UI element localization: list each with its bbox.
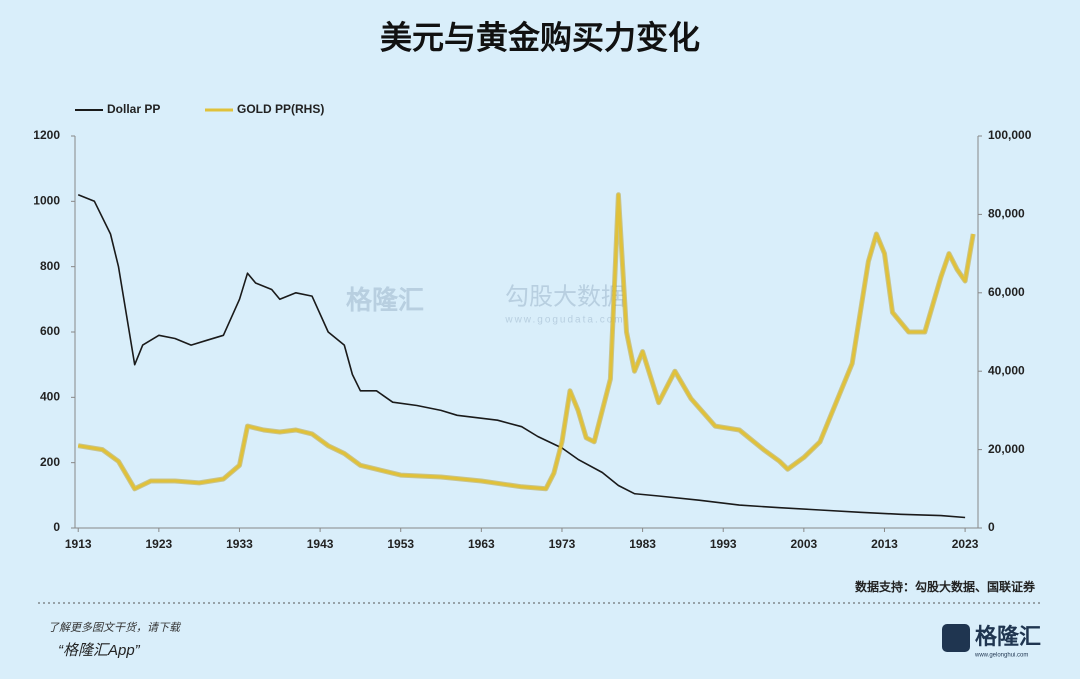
footer-text: “格隆汇App” xyxy=(58,642,141,659)
y2-tick-label: 80,000 xyxy=(988,207,1025,221)
y2-tick-label: 40,000 xyxy=(988,363,1025,377)
y-tick-label: 0 xyxy=(53,520,60,534)
x-tick-label: 1943 xyxy=(307,537,334,551)
x-tick-label: 2013 xyxy=(871,537,898,551)
y2-tick-label: 0 xyxy=(988,520,995,534)
x-tick-label: 2003 xyxy=(790,537,817,551)
y-tick-label: 800 xyxy=(40,259,60,273)
x-tick-label: 1963 xyxy=(468,537,495,551)
x-tick-label: 1923 xyxy=(145,537,172,551)
series-line xyxy=(77,194,966,519)
y-tick-label: 1200 xyxy=(33,128,60,142)
x-tick-label: 1953 xyxy=(387,537,414,551)
y-tick-label: 200 xyxy=(40,455,60,469)
chart-title: 美元与黄金购买力变化 xyxy=(380,19,700,55)
x-tick-label: 1993 xyxy=(710,537,737,551)
y2-tick-label: 20,000 xyxy=(988,442,1025,456)
series-line xyxy=(77,193,975,491)
x-tick-label: 1983 xyxy=(629,537,656,551)
y-tick-label: 400 xyxy=(40,390,60,404)
y2-tick-label: 100,000 xyxy=(988,128,1032,142)
watermark: 格隆汇 xyxy=(346,285,424,315)
logo-url: www.gelonghui.com xyxy=(974,653,1028,659)
y-tick-label: 1000 xyxy=(33,194,60,208)
logo-icon xyxy=(942,624,970,652)
x-tick-label: 1973 xyxy=(549,537,576,551)
logo: 格隆汇 xyxy=(975,624,1041,649)
x-tick-label: 1913 xyxy=(65,537,92,551)
legend-label: GOLD PP(RHS) xyxy=(237,102,324,116)
legend-label: Dollar PP xyxy=(107,102,160,116)
watermark: 勾股大数据 xyxy=(505,283,625,310)
source: 数据支持：勾股大数据、国联证券 xyxy=(855,579,1036,594)
y-tick-label: 600 xyxy=(40,324,60,338)
y2-tick-label: 60,000 xyxy=(988,285,1025,299)
x-tick-label: 1933 xyxy=(226,537,253,551)
x-tick-label: 2023 xyxy=(952,537,979,551)
watermark: www.gogudata.com xyxy=(504,315,624,326)
footer-text: 了解更多图文干货，请下载 xyxy=(48,621,182,634)
